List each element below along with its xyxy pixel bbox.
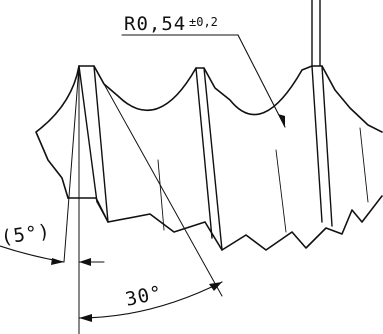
radius-leader [121,34,286,128]
left-flank-outline [35,65,80,199]
tooth-faces [78,65,369,251]
angle-5-dimension [0,245,105,266]
radius-label: R0,54 [124,13,186,35]
angle-construction-lines [63,65,223,334]
bottom-jagged-edge [67,195,383,251]
angle-30-dimension [78,281,223,322]
tooth-profile-outline [78,65,383,133]
angle-5-label: (5°) [0,220,52,249]
top-reference-lines [311,0,321,67]
radius-tolerance: ±0,2 [189,15,218,29]
